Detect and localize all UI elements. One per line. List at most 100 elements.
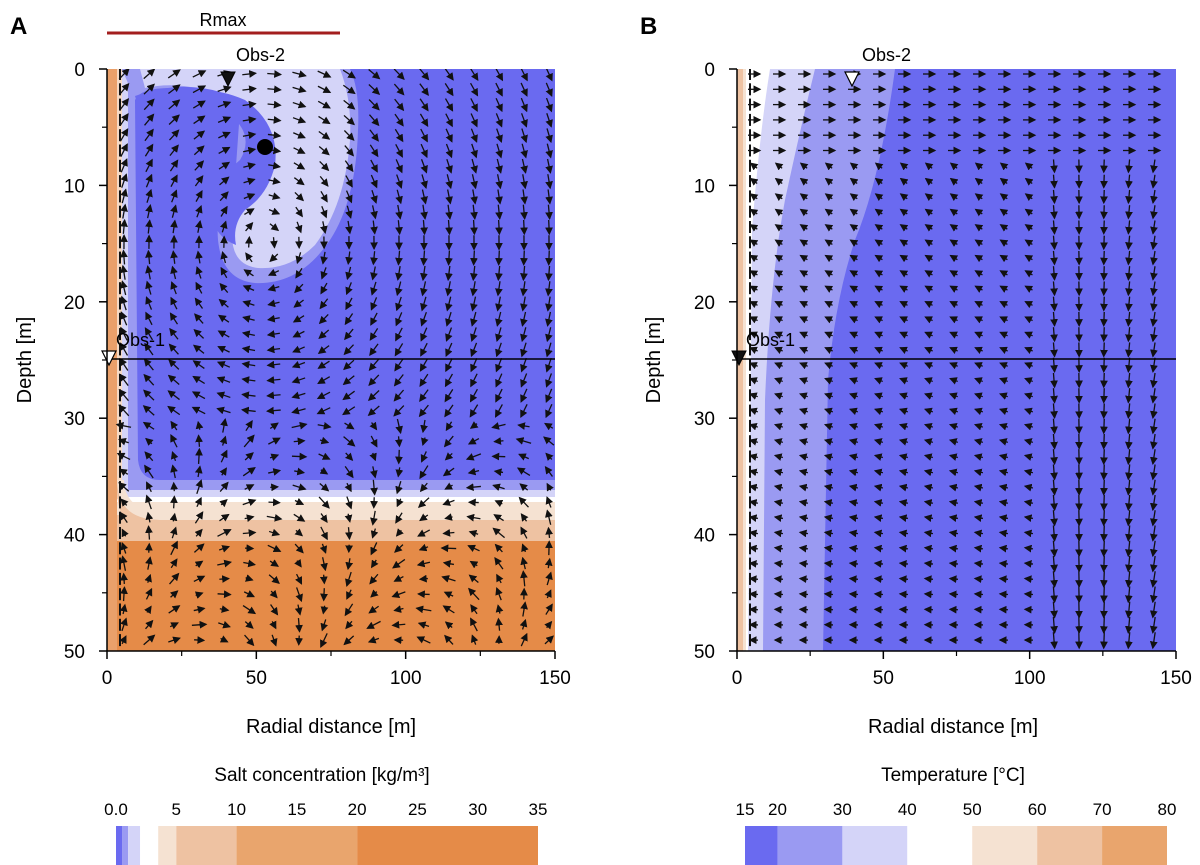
velocity-arrow-a	[495, 69, 504, 82]
velocity-arrow-b	[824, 270, 834, 278]
velocity-arrow-b	[874, 285, 884, 293]
velocity-arrow-a	[244, 452, 254, 461]
axes-a: 0 50 100 150 0 10 20 30 40 50	[64, 60, 571, 689]
velocity-arrow-a	[394, 128, 404, 143]
velocity-arrow-a	[445, 204, 453, 220]
velocity-arrow-b	[1150, 205, 1158, 220]
velocity-arrow-a	[345, 527, 353, 541]
velocity-arrow-a	[518, 496, 529, 508]
velocity-arrow-b	[824, 285, 834, 293]
velocity-arrow-a	[317, 360, 330, 369]
velocity-arrow-a	[545, 281, 553, 297]
velocity-arrow-a	[119, 511, 128, 523]
velocity-arrow-b	[974, 208, 984, 217]
velocity-arrow-a	[167, 374, 180, 385]
velocity-arrow-a	[270, 634, 278, 647]
velocity-arrow-b	[899, 316, 908, 324]
velocity-arrow-a	[370, 220, 378, 235]
y-tick-label-b: 50	[694, 642, 715, 663]
velocity-arrow-a	[319, 298, 329, 310]
velocity-arrow-b	[1024, 392, 1033, 400]
velocity-arrow-a	[145, 437, 154, 446]
velocity-arrow-b	[774, 285, 784, 293]
velocity-arrow-b	[748, 499, 759, 507]
velocity-arrow-a	[320, 557, 328, 572]
velocity-arrow-b	[1125, 433, 1133, 450]
colorbar-tick-label-b: 40	[898, 800, 917, 819]
velocity-arrow-b	[973, 438, 984, 446]
colorbar-swatch-a	[158, 826, 177, 865]
colorbar-a: 0.0 5 10 15 20 25 30 35	[104, 800, 547, 865]
velocity-arrow-b	[849, 346, 858, 354]
velocity-arrow-a	[292, 85, 307, 94]
velocity-arrow-a	[343, 359, 355, 371]
velocity-arrow-a	[170, 219, 178, 234]
velocity-arrow-b	[924, 162, 934, 171]
velocity-arrow-a	[192, 70, 207, 78]
velocity-arrow-a	[242, 467, 256, 477]
velocity-arrow-a	[495, 604, 504, 614]
velocity-arrow-a	[420, 250, 428, 266]
velocity-arrow-b	[749, 346, 758, 354]
y-tick-label-b: 10	[694, 176, 715, 197]
velocity-arrow-b	[824, 224, 834, 232]
velocity-arrow-a	[265, 406, 281, 415]
velocity-arrow-a	[442, 467, 455, 477]
velocity-arrow-b	[1050, 464, 1058, 481]
velocity-arrow-b	[1100, 479, 1108, 496]
velocity-arrow-a	[369, 452, 377, 462]
velocity-arrow-a	[470, 113, 478, 128]
velocity-arrow-b	[949, 377, 958, 385]
velocity-arrow-b	[799, 208, 809, 217]
velocity-arrow-b	[1100, 586, 1108, 604]
velocity-arrow-b	[874, 316, 883, 324]
velocity-arrow-b	[848, 407, 858, 416]
velocity-arrow-a	[470, 281, 478, 297]
colorbar-swatch-b	[842, 826, 908, 865]
velocity-arrow-a	[320, 619, 328, 632]
velocity-arrow-b	[773, 514, 784, 522]
velocity-arrow-a	[417, 529, 431, 537]
velocity-arrow-b	[848, 422, 859, 431]
velocity-arrow-a	[544, 557, 553, 569]
velocity-arrow-a	[195, 219, 203, 233]
velocity-arrow-b	[924, 301, 934, 309]
velocity-arrow-b	[823, 590, 834, 599]
velocity-arrow-a	[317, 345, 330, 354]
velocity-arrow-b	[1100, 632, 1108, 650]
velocity-arrow-a	[495, 311, 503, 327]
velocity-arrow-a	[445, 358, 453, 373]
colorbar-b: 15 20 30 40 50 60 70 80	[736, 800, 1176, 865]
velocity-arrow-a	[445, 128, 453, 143]
velocity-arrow-a	[145, 249, 153, 265]
velocity-arrow-a	[470, 143, 478, 159]
velocity-arrow-b	[848, 468, 859, 477]
velocity-arrow-b	[974, 392, 983, 400]
velocity-arrow-a	[344, 313, 354, 326]
velocity-arrow-a	[444, 404, 454, 418]
velocity-arrow-a	[442, 605, 455, 614]
velocity-arrow-b	[999, 239, 1009, 247]
velocity-arrow-a	[119, 468, 129, 477]
velocity-arrow-a	[545, 174, 553, 190]
velocity-arrow-a	[243, 193, 256, 201]
velocity-arrow-a	[543, 436, 555, 446]
velocity-arrow-a	[467, 544, 480, 553]
velocity-arrow-a	[219, 435, 228, 446]
velocity-arrow-b	[823, 453, 834, 461]
velocity-vectors-a	[115, 69, 555, 648]
velocity-arrow-a	[245, 420, 253, 432]
velocity-arrow-b	[949, 316, 958, 324]
velocity-arrow-a	[317, 422, 332, 430]
velocity-arrow-a	[269, 253, 279, 263]
velocity-arrow-a	[194, 511, 204, 524]
velocity-arrow-a	[320, 513, 328, 523]
velocity-arrow-b	[799, 270, 809, 278]
velocity-arrow-a	[320, 206, 328, 219]
velocity-arrow-b	[1050, 479, 1058, 496]
velocity-arrow-b	[999, 177, 1009, 186]
velocity-arrow-a	[545, 452, 554, 461]
velocity-arrow-b	[1024, 270, 1034, 278]
velocity-arrow-b	[773, 407, 783, 416]
